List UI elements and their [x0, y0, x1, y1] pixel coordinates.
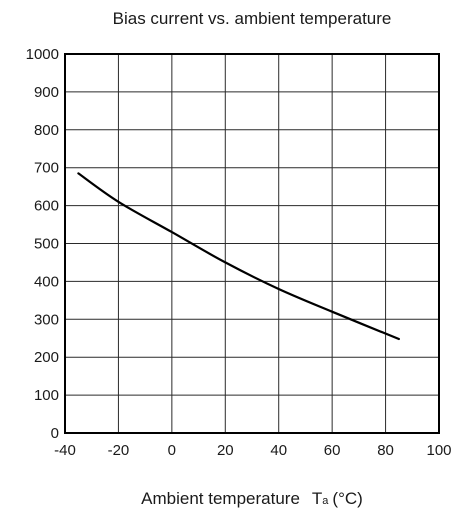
- y-tick-label: 700: [34, 160, 59, 177]
- x-axis-label-subscript: a: [322, 495, 329, 507]
- y-tick-label: 500: [34, 236, 59, 253]
- y-axis-ticks: 0 100 200 300 400 500 600 700 800 900 1000: [26, 46, 59, 442]
- plot-area: [77, 172, 400, 341]
- chart-title: Bias current vs. ambient temperature: [113, 9, 392, 28]
- y-tick-label: 300: [34, 311, 59, 328]
- x-axis-label-main: Ambient temperature: [141, 489, 300, 508]
- x-tick-label: -20: [108, 442, 130, 459]
- grid: [65, 54, 439, 433]
- y-tick-label: 100: [34, 387, 59, 404]
- series-line: [77, 172, 400, 341]
- x-tick-label: 20: [217, 442, 234, 459]
- x-tick-label: 0: [168, 442, 176, 459]
- x-axis-label: Ambient temperature Ta (°C): [141, 489, 363, 508]
- x-tick-label: 100: [426, 442, 451, 459]
- x-axis-ticks: -40 -20 0 20 40 60 80 100: [54, 442, 451, 459]
- y-tick-label: 200: [34, 349, 59, 366]
- y-tick-label: 1000: [26, 46, 59, 63]
- plot-frame: [64, 53, 440, 434]
- y-tick-label: 600: [34, 198, 59, 215]
- y-tick-label: 800: [34, 122, 59, 139]
- y-tick-label: 400: [34, 273, 59, 290]
- x-tick-label: -40: [54, 442, 76, 459]
- x-tick-label: 60: [324, 442, 341, 459]
- y-tick-label: 0: [51, 425, 59, 442]
- x-axis-label-unit: (°C): [332, 489, 362, 508]
- x-axis-label-symbol: T: [312, 489, 322, 508]
- x-tick-label: 40: [270, 442, 287, 459]
- y-tick-label: 900: [34, 84, 59, 101]
- x-tick-label: 80: [377, 442, 394, 459]
